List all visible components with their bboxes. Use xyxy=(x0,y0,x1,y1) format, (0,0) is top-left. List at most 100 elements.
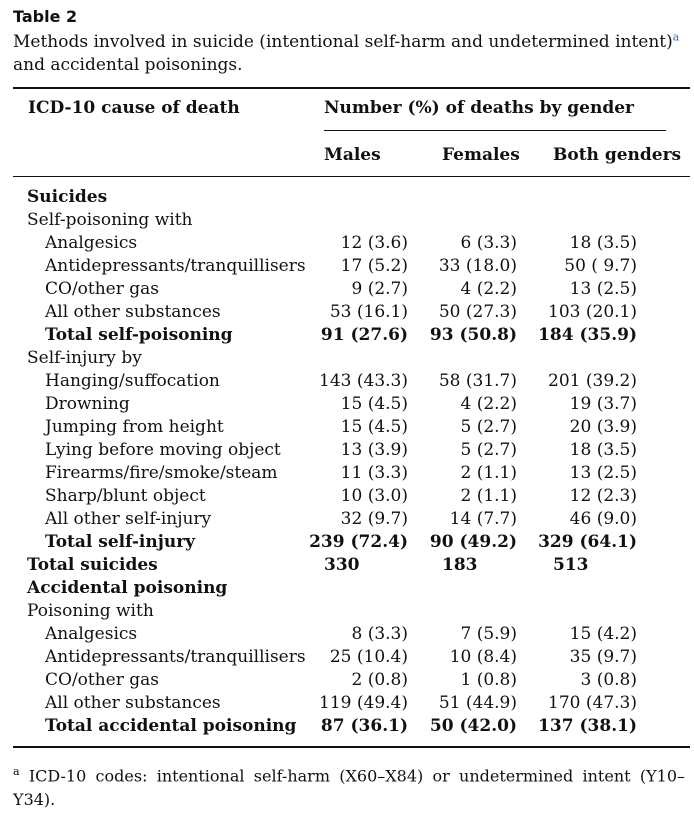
table-row: Self-injury by xyxy=(0,347,694,370)
table-row: Total self-injury 239 (72.4) 90 (49.2) 329 … xyxy=(0,531,694,554)
cell-males: 12 (3.6) xyxy=(340,233,408,253)
cell-both: 18 (3.5) xyxy=(569,233,637,253)
table-body: Suicides Self-poisoning with Analgesics 12 … xyxy=(0,186,694,738)
row-label: All other substances xyxy=(45,693,221,713)
table-row: Suicides xyxy=(0,186,694,209)
cell-males: 15 (4.5) xyxy=(340,394,408,414)
cell-males: 87 (36.1) xyxy=(320,716,408,736)
column-header-cause: ICD-10 cause of death xyxy=(28,98,240,118)
row-label: Drowning xyxy=(45,394,130,414)
row-label: Poisoning with xyxy=(27,601,154,621)
cell-females: 51 (44.9) xyxy=(438,693,517,713)
table-row: Total accidental poisoning 87 (36.1) 50 (4… xyxy=(0,715,694,738)
row-label: Lying before moving object xyxy=(45,440,281,460)
cell-males: 25 (10.4) xyxy=(329,647,408,667)
cell-males: 91 (27.6) xyxy=(320,325,408,345)
cell-males: 119 (49.4) xyxy=(319,693,408,713)
cell-females: 5 (2.7) xyxy=(460,417,517,437)
table-caption: Methods involved in suicide (intentional… xyxy=(13,31,688,77)
row-label: CO/other gas xyxy=(45,670,160,690)
table-footnote: a ICD-10 codes: intentional self-harm (X… xyxy=(13,760,685,812)
row-label: Sharp/blunt object xyxy=(45,486,206,506)
bottom-rule xyxy=(13,746,690,748)
cell-males: 17 (5.2) xyxy=(340,256,408,276)
cell-females: 7 (5.9) xyxy=(460,624,517,644)
table-row: Self-poisoning with xyxy=(0,209,694,232)
row-label: Antidepressants/tranquillisers xyxy=(45,647,306,667)
table-label: Table 2 xyxy=(13,7,78,26)
cell-both: 103 (20.1) xyxy=(548,302,637,322)
cell-females: 6 (3.3) xyxy=(460,233,517,253)
caption-footnote-marker: a xyxy=(672,30,680,44)
row-label: Suicides xyxy=(27,187,108,207)
row-label: Self-poisoning with xyxy=(27,210,193,230)
table-row: Analgesics 12 (3.6) 6 (3.3) 18 (3.5) xyxy=(0,232,694,255)
cell-both: 13 (2.5) xyxy=(569,279,637,299)
row-label: Total suicides xyxy=(27,555,158,575)
cell-females: 2 (1.1) xyxy=(460,486,517,506)
row-label: All other self-injury xyxy=(45,509,212,529)
cell-females: 4 (2.2) xyxy=(460,279,517,299)
cell-females: 50 (42.0) xyxy=(429,716,517,736)
cell-both: 3 (0.8) xyxy=(580,670,637,690)
row-label: Total self-injury xyxy=(45,532,196,552)
cell-males: 239 (72.4) xyxy=(309,532,408,552)
table-row: Antidepressants/tranquillisers 17 (5.2) 33… xyxy=(0,255,694,278)
row-label: CO/other gas xyxy=(45,279,160,299)
cell-males: 15 (4.5) xyxy=(340,417,408,437)
cell-both: 19 (3.7) xyxy=(569,394,637,414)
cell-females: 33 (18.0) xyxy=(438,256,517,276)
cell-both: 513 xyxy=(553,555,589,575)
cell-males: 9 (2.7) xyxy=(351,279,408,299)
cell-males: 143 (43.3) xyxy=(319,371,408,391)
column-group-header: Number (%) of deaths by gender xyxy=(324,98,635,118)
cell-both: 184 (35.9) xyxy=(538,325,637,345)
column-header-both: Both genders xyxy=(553,145,682,165)
cell-both: 20 (3.9) xyxy=(569,417,637,437)
cell-females: 183 xyxy=(442,555,478,575)
table-row: Drowning 15 (4.5) 4 (2.2) 19 (3.7) xyxy=(0,393,694,416)
cell-both: 329 (64.1) xyxy=(538,532,637,552)
cell-females: 2 (1.1) xyxy=(460,463,517,483)
caption-text: Methods involved in suicide (intentional… xyxy=(13,32,673,52)
table-row: Jumping from height 15 (4.5) 5 (2.7) 20 (3.… xyxy=(0,416,694,439)
cell-males: 53 (16.1) xyxy=(329,302,408,322)
footnote-text: ICD-10 codes: intentional self-harm (X60… xyxy=(13,766,685,810)
table-row: Accidental poisoning xyxy=(0,577,694,600)
table-row: Firearms/fire/smoke/steam 11 (3.3) 2 (1.1)… xyxy=(0,462,694,485)
table-row: Antidepressants/tranquillisers 25 (10.4) 1… xyxy=(0,646,694,669)
cell-females: 10 (8.4) xyxy=(449,647,517,667)
table-row: CO/other gas 2 (0.8) 1 (0.8) 3 (0.8) xyxy=(0,669,694,692)
cell-both: 35 (9.7) xyxy=(569,647,637,667)
table-row: All other substances 53 (16.1) 50 (27.3) 10… xyxy=(0,301,694,324)
cell-both: 46 (9.0) xyxy=(569,509,637,529)
table-row: All other self-injury 32 (9.7) 14 (7.7) 46 … xyxy=(0,508,694,531)
cell-males: 2 (0.8) xyxy=(351,670,408,690)
cell-females: 4 (2.2) xyxy=(460,394,517,414)
cell-both: 13 (2.5) xyxy=(569,463,637,483)
cell-males: 330 xyxy=(324,555,360,575)
top-rule xyxy=(13,87,690,89)
cell-females: 50 (27.3) xyxy=(438,302,517,322)
cell-both: 18 (3.5) xyxy=(569,440,637,460)
cell-both: 170 (47.3) xyxy=(548,693,637,713)
table-row: Sharp/blunt object 10 (3.0) 2 (1.1) 12 (2.3… xyxy=(0,485,694,508)
cell-males: 13 (3.9) xyxy=(340,440,408,460)
row-label: Hanging/suffocation xyxy=(45,371,220,391)
table-row: CO/other gas 9 (2.7) 4 (2.2) 13 (2.5) xyxy=(0,278,694,301)
row-label: Self-injury by xyxy=(27,348,142,368)
caption-text-end: and accidental poisonings. xyxy=(13,55,243,75)
table-row: Poisoning with xyxy=(0,600,694,623)
row-label: Firearms/fire/smoke/steam xyxy=(45,463,278,483)
table-row: Total self-poisoning 91 (27.6) 93 (50.8) 18… xyxy=(0,324,694,347)
group-header-rule xyxy=(324,130,666,131)
row-label: Total self-poisoning xyxy=(45,325,233,345)
cell-males: 32 (9.7) xyxy=(340,509,408,529)
cell-both: 201 (39.2) xyxy=(548,371,637,391)
cell-females: 5 (2.7) xyxy=(460,440,517,460)
header-bottom-rule xyxy=(13,176,690,177)
cell-both: 137 (38.1) xyxy=(538,716,637,736)
cell-males: 10 (3.0) xyxy=(340,486,408,506)
row-label: Accidental poisoning xyxy=(27,578,228,598)
table-row: Hanging/suffocation 143 (43.3) 58 (31.7) 20… xyxy=(0,370,694,393)
